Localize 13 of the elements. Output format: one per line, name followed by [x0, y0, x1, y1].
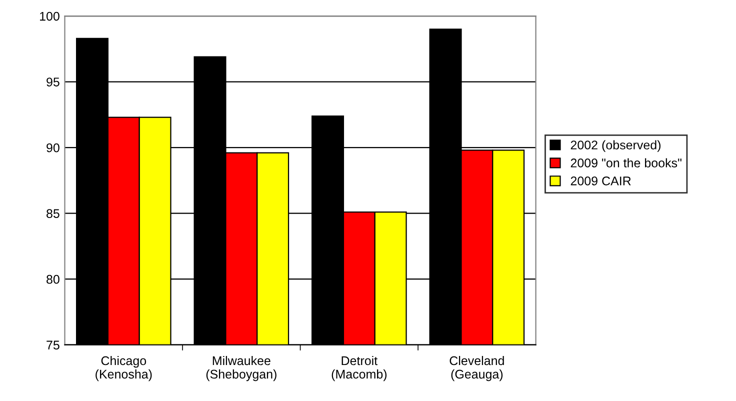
y-tick-label: 80: [46, 274, 60, 284]
x-tick-label: Detroit (Macomb): [332, 356, 387, 382]
y-tick-label: 90: [46, 143, 60, 152]
y-tick-label: 100: [40, 12, 60, 21]
x-tick-label: Chicago (Kenosha): [96, 356, 152, 382]
y-tick-label: 75: [46, 340, 60, 350]
legend-label: 2009 CAIR: [570, 176, 631, 186]
legend-label: 2009 "on the books": [570, 158, 682, 168]
y-tick-label: 85: [46, 209, 60, 218]
y-tick-label: 95: [46, 78, 60, 86]
x-tick-label: Cleveland (Geauga): [450, 356, 504, 382]
x-tick-label: Milwaukee (Sheboygan): [206, 356, 276, 382]
legend-label: 2002 (observed): [570, 140, 660, 152]
